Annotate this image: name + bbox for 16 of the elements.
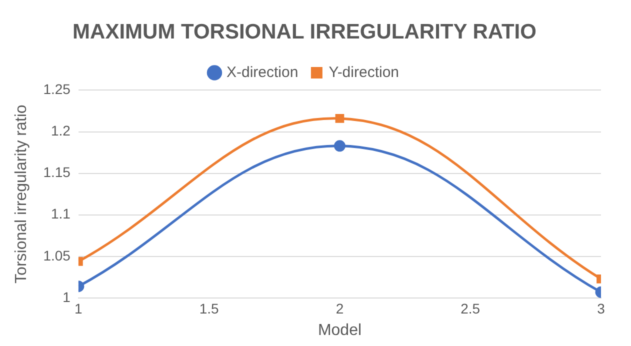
x-tick-label: 2.5 xyxy=(460,300,480,316)
y-axis-title: Torsional irregularity ratio xyxy=(13,104,30,284)
x-tick-label: 1 xyxy=(74,300,83,316)
x-tick-label: 1.5 xyxy=(199,300,220,316)
y-tick-label: 1.1 xyxy=(50,206,71,222)
legend-label: X-direction xyxy=(226,64,298,81)
y-tick-label: 1.05 xyxy=(43,247,71,264)
legend-label: Y-direction xyxy=(328,64,400,81)
y-tick-label: 1.2 xyxy=(50,122,71,139)
y-tick-label: 1 xyxy=(62,288,71,305)
y-tick-label: 1.15 xyxy=(43,164,71,180)
y-tick-label: 1.25 xyxy=(43,81,71,98)
x-tick-label: 3 xyxy=(597,300,606,316)
chart-title: MAXIMUM TORSIONAL IRREGULARITY RATIO xyxy=(72,20,536,44)
x-axis-title: Model xyxy=(318,322,362,339)
x-tick-label: 2 xyxy=(336,300,344,316)
